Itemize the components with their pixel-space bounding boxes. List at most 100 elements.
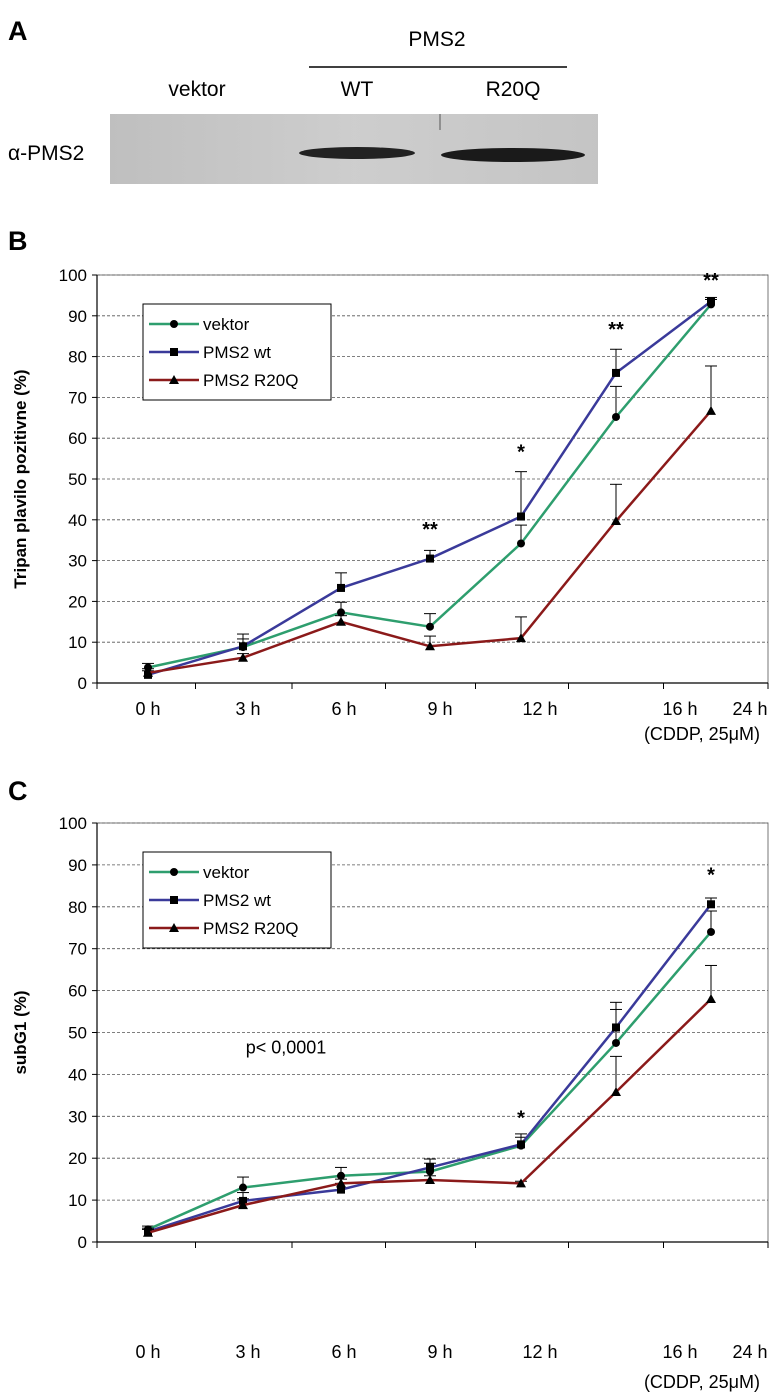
chart-b-series-pms2-wt-point (707, 297, 715, 306)
lane-label-r20q: R20Q (486, 78, 541, 101)
chart-c-ylabel: subG1 (%) (11, 990, 30, 1074)
chart-c-series-pms2-r20q-point (425, 1174, 435, 1184)
chart-b-legend-pms2-r20q-marker (169, 375, 179, 384)
panel-b-letter: B (8, 226, 28, 256)
chart-b-series-pms2-r20q-point (425, 641, 435, 651)
chart-c-series-vektor-point (337, 1171, 345, 1180)
chart-c-xtick-label: 24 h (732, 1342, 767, 1362)
chart-c-x-note: (CDDP, 25μM) (644, 1372, 760, 1392)
chart-b-ytick-label: 30 (68, 552, 87, 571)
chart-c-ytick-label: 90 (68, 856, 87, 875)
chart-b-series-vektor-point (517, 539, 525, 548)
chart-b-x-note: (CDDP, 25μM) (644, 724, 760, 744)
chart-c-significance-mark: * (517, 1108, 525, 1130)
chart-b-ytick-label: 70 (68, 388, 87, 407)
chart-c-xtick-label: 16 h (662, 1342, 697, 1362)
chart-c-series-pms2-r20q-point (516, 1178, 526, 1188)
chart-c-subg1: C 0 10 20 30 40 50 60 70 80 90 100 0 h 3 h 6 h 9 h 12 h… (8, 776, 769, 1392)
chart-b-ytick-label: 40 (68, 511, 87, 530)
chart-c-legend-vektor-marker (170, 868, 178, 876)
chart-b-legend-vektor-label: vektor (203, 315, 250, 334)
chart-c-ytick-label: 70 (68, 940, 87, 959)
chart-b-ytick-label: 90 (68, 307, 87, 326)
chart-b-series-vektor-point (144, 663, 152, 672)
chart-c-legend-pms2-r20q-marker (169, 923, 179, 932)
chart-b-xtick-label: 3 h (235, 699, 260, 719)
chart-c-xtick-label: 9 h (427, 1342, 452, 1362)
lane-label-vektor: vektor (168, 78, 225, 101)
chart-c-series-pms2-r20q-point (238, 1200, 248, 1210)
lane-label-wt: WT (341, 78, 374, 101)
chart-c-series-pms2-r20q-point (611, 1086, 621, 1096)
chart-c-ytick-label: 100 (59, 814, 87, 833)
chart-b-series-vektor-point (337, 608, 345, 617)
chart-c-series-pms2-wt-point (426, 1163, 434, 1172)
pms2-group-label: PMS2 (408, 28, 465, 51)
blot-band-wt (299, 147, 415, 159)
chart-b-significance-mark: ** (703, 270, 719, 292)
chart-c-ytick-label: 0 (78, 1233, 87, 1252)
chart-b-ytick-label: 10 (68, 633, 87, 652)
chart-b-series-pms2-r20q-point (238, 652, 248, 662)
chart-c-ytick-label: 50 (68, 1024, 87, 1043)
panel-a: A PMS2 vektor WT R20Q α-PMS2 (8, 16, 598, 184)
chart-b-series-pms2-r20q-point (706, 405, 716, 415)
chart-b-series-vektor-point (426, 622, 434, 631)
chart-c-xtick-label: 12 h (522, 1342, 557, 1362)
chart-c-legend-pms2-r20q-label: PMS2 R20Q (203, 919, 298, 938)
chart-b-xtick-label: 16 h (662, 699, 697, 719)
chart-c-ytick-label: 60 (68, 982, 87, 1001)
chart-b-significance-mark: ** (422, 519, 438, 541)
blot-band-r20q (441, 148, 585, 162)
chart-c-series-pms2-wt-point (612, 1023, 620, 1032)
chart-c-series-pms2-wt-point (517, 1140, 525, 1149)
chart-c-legend-vektor-label: vektor (203, 863, 250, 882)
chart-c-legend-pms2-wt-marker (170, 896, 178, 904)
panel-a-letter: A (8, 16, 28, 46)
chart-c-ytick-label: 80 (68, 898, 87, 917)
chart-b-xtick-label: 0 h (135, 699, 160, 719)
chart-c-ytick-label: 20 (68, 1149, 87, 1168)
chart-b-ytick-label: 60 (68, 429, 87, 448)
chart-b-series-pms2-r20q-point (143, 667, 153, 677)
chart-c-xtick-label: 6 h (331, 1342, 356, 1362)
chart-c-p-value-note: p< 0,0001 (246, 1037, 327, 1057)
chart-b-legend-pms2-wt-label: PMS2 wt (203, 343, 271, 362)
chart-c-significance-mark: * (707, 865, 715, 887)
chart-b-series-pms2-wt-point (426, 554, 434, 563)
chart-b-tripan: B 0 10 20 30 40 50 60 70 80 90 100 0 h 3 h 6 h 9 h 12 h… (8, 226, 769, 744)
chart-b-legend-vektor-marker (170, 320, 178, 328)
chart-b-ytick-label: 20 (68, 592, 87, 611)
chart-b-legend-pms2-r20q-label: PMS2 R20Q (203, 371, 298, 390)
chart-b-xtick-label: 6 h (331, 699, 356, 719)
chart-c-series-pms2-r20q-point (706, 993, 716, 1003)
chart-c-ytick-label: 10 (68, 1191, 87, 1210)
chart-c-series-pms2-r20q-point (143, 1227, 153, 1237)
chart-c-series-pms2-wt-point (337, 1185, 345, 1194)
chart-c-series-pms2-wt-point (707, 900, 715, 909)
chart-b-series-pms2-wt-point (612, 368, 620, 377)
chart-c-legend-pms2-wt-label: PMS2 wt (203, 891, 271, 910)
chart-b-series-pms2-wt-point (517, 512, 525, 521)
chart-b-series-pms2-r20q-point (336, 616, 346, 626)
panel-c-letter: C (8, 776, 28, 806)
chart-c-series-vektor-point (239, 1183, 247, 1192)
chart-b-xtick-label: 24 h (732, 699, 767, 719)
chart-b-xtick-label: 9 h (427, 699, 452, 719)
chart-b-legend-pms2-wt-marker (170, 348, 178, 356)
chart-b-significance-mark: ** (608, 319, 624, 341)
chart-b-series-pms2-wt-point (337, 583, 345, 592)
chart-b-ytick-label: 0 (78, 674, 87, 693)
chart-b-ytick-label: 50 (68, 470, 87, 489)
chart-c-series-pms2-r20q-point (336, 1178, 346, 1188)
chart-b-ylabel: Tripan plavilo pozitivne (%) (11, 369, 30, 588)
chart-b-ytick-label: 100 (59, 266, 87, 285)
chart-c-ytick-label: 40 (68, 1065, 87, 1084)
chart-b-xtick-label: 12 h (522, 699, 557, 719)
chart-b-ytick-label: 80 (68, 348, 87, 367)
chart-b-series-vektor-point (612, 412, 620, 421)
chart-c-xtick-label: 0 h (135, 1342, 160, 1362)
chart-c-series-vektor-point (612, 1038, 620, 1047)
chart-b-significance-mark: * (517, 442, 525, 464)
